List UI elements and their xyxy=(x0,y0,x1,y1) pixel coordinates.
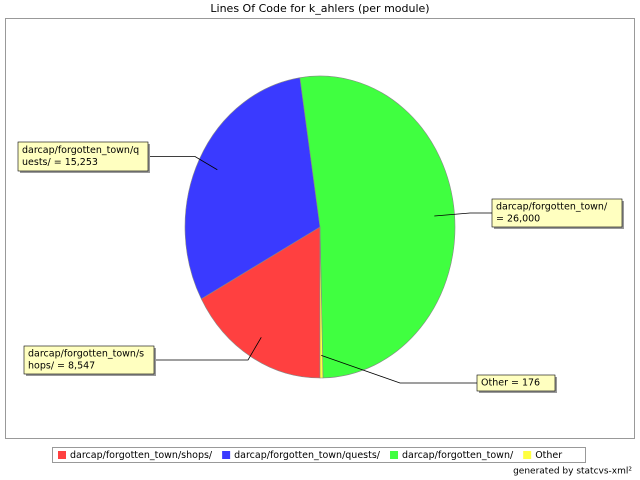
data-label: uests/ = 15,253 xyxy=(22,157,98,168)
legend-swatch xyxy=(390,451,399,459)
data-label: hops/ = 8,547 xyxy=(28,361,95,372)
label-leader xyxy=(148,156,218,171)
legend-entry: Other xyxy=(535,450,562,461)
pie-slice xyxy=(200,226,321,379)
data-label: darcap/forgotten_town/ xyxy=(496,202,608,213)
pie-slice xyxy=(319,226,324,379)
data-label: darcap/forgotten_town/s xyxy=(28,349,144,360)
label-box xyxy=(17,141,149,172)
label-box xyxy=(491,198,623,228)
label-box xyxy=(23,345,155,375)
label-leader xyxy=(434,212,492,217)
label-leader xyxy=(154,337,262,361)
label-box xyxy=(476,374,556,392)
pie-slice xyxy=(184,77,321,300)
legend-entry: darcap/forgotten_town/quests/ xyxy=(234,450,381,461)
data-label: Other = 176 xyxy=(481,378,540,389)
legend-swatch xyxy=(222,451,231,459)
legend-entry: darcap/forgotten_town/ xyxy=(402,450,514,461)
data-label: = 26,000 xyxy=(496,214,540,225)
data-label: darcap/forgotten_town/q xyxy=(22,145,139,156)
legend-swatch xyxy=(523,451,532,459)
label-leader xyxy=(321,354,477,384)
legend-swatch xyxy=(58,451,66,459)
legend-entry: darcap/forgotten_town/shops/ xyxy=(70,450,213,461)
footer: generated by statcvs-xml² xyxy=(513,467,632,477)
chart-title: Lines Of Code for k_ahlers (per module) xyxy=(210,2,429,15)
legend-box xyxy=(52,447,586,463)
